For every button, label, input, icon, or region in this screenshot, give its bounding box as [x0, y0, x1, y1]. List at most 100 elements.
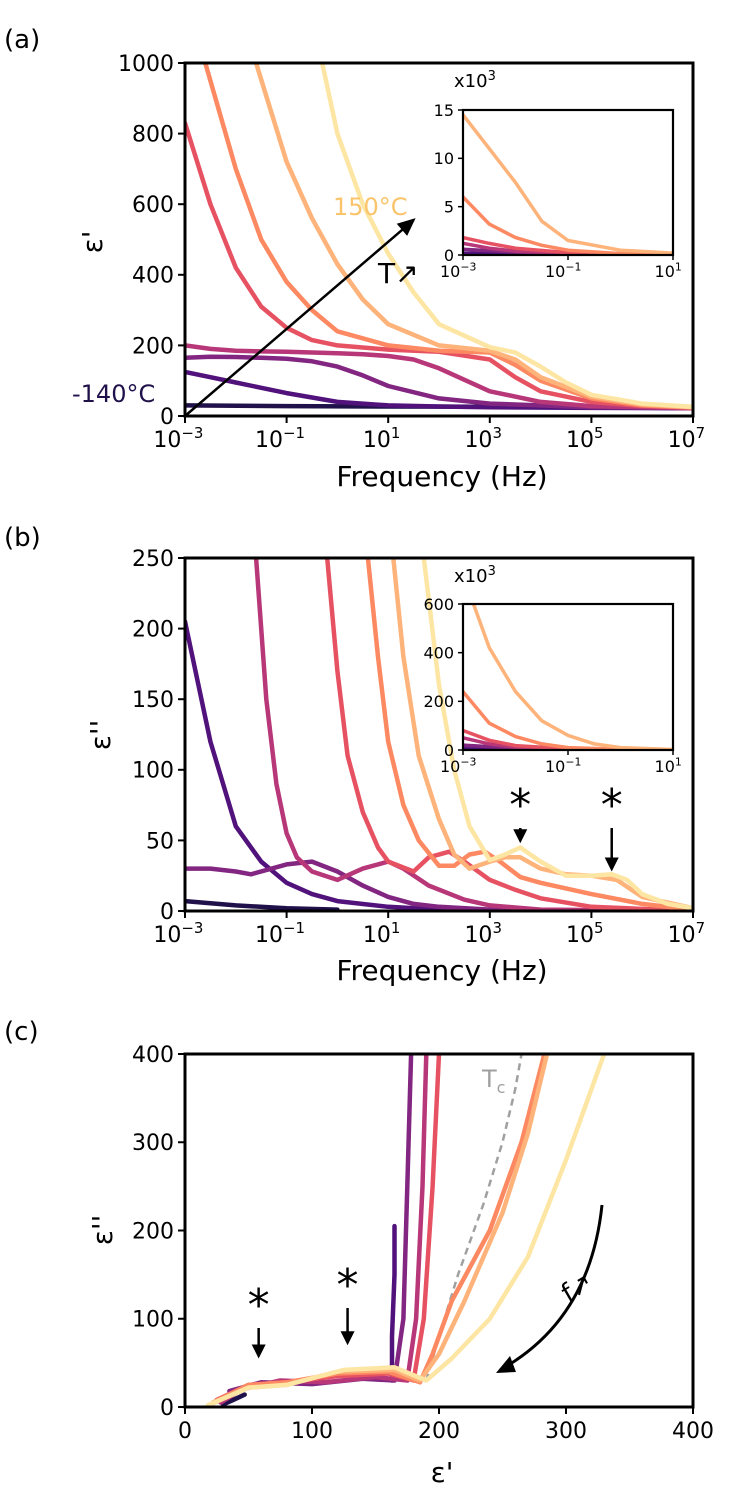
panel-a: (a) -140°C 150°C T↗ 10−3 10−1 101 103 105 107…	[4, 25, 705, 493]
label-tc: Tc	[481, 1065, 505, 1097]
y-tick-label: 0	[444, 246, 454, 265]
x-tick-label: 10−1	[255, 919, 305, 948]
series-line	[471, 604, 673, 750]
x-tick-label: 101	[363, 424, 401, 453]
x-tick-label: 101	[363, 919, 401, 948]
panel-c-series	[205, 1053, 607, 1407]
y-tick-label: 0	[160, 900, 174, 925]
tc-curve	[425, 1053, 523, 1381]
label-low-temp: -140°C	[72, 380, 155, 408]
label-high-temp: 150°C	[333, 193, 408, 221]
series-line	[185, 859, 693, 911]
panel-a-xlabel: Frequency (Hz)	[336, 460, 547, 493]
x-tick-label: 101	[655, 260, 682, 281]
panel-b-series	[185, 558, 693, 911]
label-t-trend: T↗	[377, 257, 419, 290]
y-tick-label: 600	[132, 193, 174, 218]
x-tick-label: 101	[655, 755, 682, 776]
series-line	[205, 1054, 607, 1407]
y-tick-label: 100	[132, 1308, 174, 1333]
marker-c1-star: *	[248, 1280, 270, 1331]
panel-label-a: (a)	[4, 25, 40, 55]
panel-label-c: (c)	[4, 1017, 39, 1047]
marker-b2-star: *	[601, 780, 623, 831]
marker-b1-head	[513, 829, 528, 844]
x-tick-label: 200	[418, 1419, 460, 1444]
y-tick-label: 100	[132, 759, 174, 784]
series-line	[185, 898, 340, 911]
x-tick-label: 10−1	[545, 260, 581, 281]
y-tick-label: 5	[444, 197, 454, 216]
series-line	[319, 63, 693, 410]
x-tick-label: 100	[291, 1419, 333, 1444]
y-tick-label: 250	[132, 547, 174, 572]
panel-c-xlabel: ε'	[431, 1456, 454, 1489]
y-tick-label: 150	[132, 688, 174, 713]
y-tick-label: 0	[444, 741, 454, 760]
y-tick-label: 400	[132, 1043, 174, 1068]
y-tick-label: 0	[160, 405, 174, 430]
marker-c2-star: *	[337, 1260, 359, 1311]
y-tick-label: 800	[132, 123, 174, 148]
series-line	[185, 343, 693, 411]
series-line	[365, 558, 693, 911]
x-tick-label: 107	[668, 919, 706, 948]
series-line	[185, 619, 693, 911]
inset-a-background	[463, 110, 673, 255]
series-line	[391, 558, 693, 911]
marker-b1-star: *	[509, 780, 531, 831]
x-tick-label: 10−1	[255, 424, 305, 453]
y-tick-label: 0	[160, 1396, 174, 1421]
y-tick-label: 200	[132, 618, 174, 643]
series-line	[463, 113, 673, 255]
series-line	[463, 195, 673, 255]
marker-c1-head	[251, 1344, 266, 1359]
x-tick-label: 300	[545, 1419, 587, 1444]
axes-frame	[183, 61, 695, 418]
panel-c-markers: * *	[248, 1260, 359, 1359]
y-tick-label: 50	[146, 829, 174, 854]
y-tick-label: 1000	[118, 52, 174, 77]
panel-a-ylabel: ε'	[76, 231, 109, 254]
temperature-arrow-head	[396, 218, 416, 236]
y-tick-label: 300	[132, 1131, 174, 1156]
temperature-arrow-line	[184, 219, 415, 417]
series-line	[220, 1392, 247, 1407]
panel-c-axes: 0 100 200 300 400 0 100 200 300 400	[132, 1043, 714, 1444]
axes-frame	[183, 556, 695, 913]
x-tick-label: 103	[464, 919, 502, 948]
y-tick-label: 600	[423, 595, 454, 614]
inset-b-multiplier: x103	[454, 564, 496, 587]
x-tick-label: 107	[668, 424, 706, 453]
x-tick-label: 103	[464, 424, 502, 453]
y-tick-label: 15	[434, 101, 454, 120]
temperature-arrow	[184, 218, 416, 417]
series-line	[253, 558, 693, 911]
series-line	[185, 354, 693, 411]
x-tick-label: 105	[566, 919, 604, 948]
panel-c-ylabel: ε''	[86, 1215, 119, 1246]
inset-a-multiplier: x103	[454, 69, 496, 92]
inset-b-background	[463, 604, 673, 750]
frequency-arrow	[499, 1204, 604, 1372]
panel-label-b: (b)	[4, 523, 41, 553]
y-tick-label: 400	[132, 264, 174, 289]
frequency-arrow-head	[496, 1356, 516, 1373]
x-tick-label: 10−1	[545, 755, 581, 776]
x-tick-label: 10−3	[153, 424, 203, 453]
series-line	[185, 120, 693, 410]
x-tick-label: 400	[672, 1419, 714, 1444]
panel-b-markers: * *	[509, 780, 623, 872]
y-tick-label: 400	[423, 643, 454, 662]
panel-b-ylabel: ε''	[84, 720, 117, 751]
panel-b-xlabel: Frequency (Hz)	[336, 954, 547, 987]
series-line	[389, 1223, 397, 1383]
y-tick-label: 10	[434, 149, 454, 168]
y-tick-label: 200	[132, 334, 174, 359]
y-tick-label: 200	[423, 692, 454, 711]
